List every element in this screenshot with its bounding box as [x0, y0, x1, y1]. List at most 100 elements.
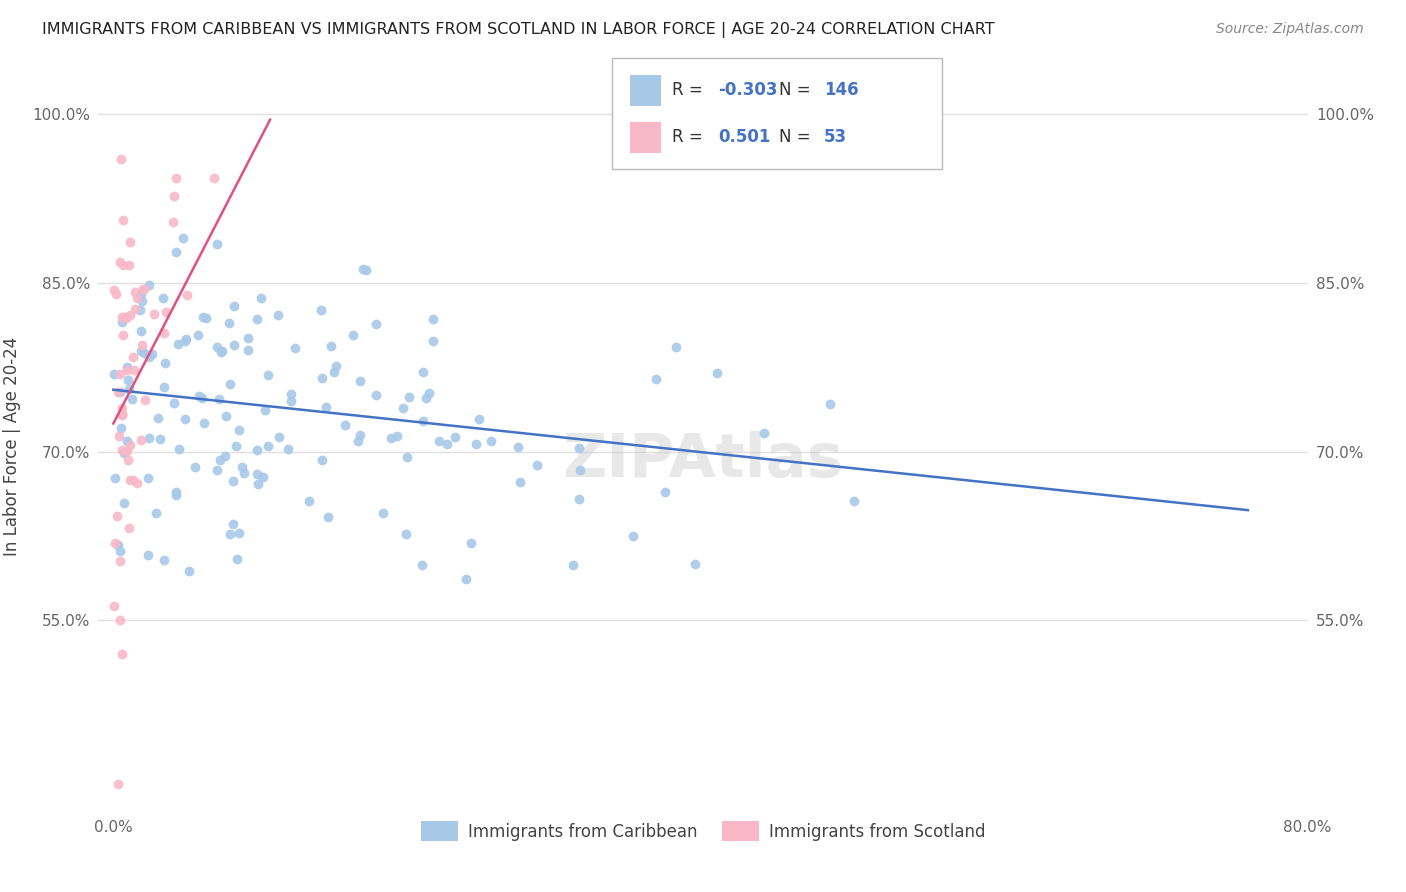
- Point: [219, 377, 242, 392]
- Point: [165, 170, 187, 185]
- Point: [246, 312, 269, 326]
- Point: [118, 258, 141, 272]
- Point: [124, 285, 146, 300]
- Point: [111, 407, 134, 421]
- Point: [391, 401, 413, 415]
- Point: [820, 397, 842, 411]
- Point: [468, 411, 491, 425]
- Point: [415, 391, 437, 405]
- Point: [460, 536, 482, 550]
- Text: -0.303: -0.303: [718, 81, 778, 99]
- Point: [184, 459, 207, 474]
- Point: [132, 282, 155, 296]
- Point: [103, 367, 125, 381]
- Point: [238, 343, 260, 358]
- Point: [309, 303, 332, 318]
- Point: [284, 342, 307, 356]
- Point: [352, 261, 374, 276]
- Point: [111, 258, 134, 272]
- Text: N =: N =: [779, 81, 815, 99]
- Point: [267, 308, 290, 322]
- Point: [236, 331, 259, 345]
- Point: [104, 536, 127, 550]
- Point: [195, 311, 218, 326]
- Point: [117, 373, 139, 387]
- Point: [246, 467, 269, 481]
- Point: [118, 473, 141, 487]
- Point: [104, 287, 127, 301]
- Point: [143, 307, 166, 321]
- Point: [108, 543, 131, 558]
- Point: [103, 283, 125, 297]
- Point: [117, 444, 139, 458]
- Point: [226, 552, 249, 566]
- Point: [166, 336, 188, 351]
- Point: [214, 450, 236, 464]
- Point: [706, 366, 728, 380]
- Point: [114, 310, 136, 325]
- Point: [131, 338, 153, 352]
- Point: [436, 436, 458, 450]
- Text: ZIPAtlas: ZIPAtlas: [562, 431, 844, 490]
- Point: [387, 429, 409, 443]
- Point: [315, 400, 337, 414]
- Point: [354, 262, 377, 277]
- Point: [112, 446, 135, 460]
- Point: [645, 372, 668, 386]
- Point: [118, 235, 141, 249]
- Point: [111, 443, 134, 458]
- Point: [752, 426, 775, 441]
- Point: [155, 304, 177, 318]
- Text: IMMIGRANTS FROM CARIBBEAN VS IMMIGRANTS FROM SCOTLAND IN LABOR FORCE | AGE 20-24: IMMIGRANTS FROM CARIBBEAN VS IMMIGRANTS …: [42, 22, 995, 38]
- Point: [347, 434, 370, 448]
- Point: [842, 494, 865, 508]
- Point: [444, 430, 467, 444]
- Point: [228, 525, 250, 540]
- Text: 146: 146: [824, 81, 859, 99]
- Point: [280, 394, 302, 409]
- Point: [120, 438, 142, 452]
- Point: [202, 171, 225, 186]
- Point: [568, 492, 591, 507]
- Point: [333, 418, 356, 433]
- Point: [509, 475, 531, 490]
- Y-axis label: In Labor Force | Age 20-24: In Labor Force | Age 20-24: [3, 336, 21, 556]
- Point: [422, 334, 444, 349]
- Text: Source: ZipAtlas.com: Source: ZipAtlas.com: [1216, 22, 1364, 37]
- Point: [422, 311, 444, 326]
- Point: [526, 458, 548, 473]
- Point: [121, 350, 143, 364]
- Point: [179, 564, 201, 578]
- Point: [165, 488, 187, 502]
- Point: [253, 403, 276, 417]
- Point: [394, 527, 416, 541]
- Point: [250, 291, 273, 305]
- Point: [129, 303, 152, 318]
- Point: [105, 509, 128, 524]
- Point: [456, 572, 478, 586]
- Point: [215, 409, 238, 423]
- Point: [222, 300, 245, 314]
- Point: [131, 433, 153, 447]
- Point: [321, 339, 343, 353]
- Point: [221, 474, 243, 488]
- Point: [127, 476, 149, 491]
- Point: [396, 450, 419, 464]
- Point: [418, 385, 440, 400]
- Text: N =: N =: [779, 128, 815, 146]
- Point: [222, 338, 245, 352]
- Point: [325, 359, 347, 373]
- Point: [131, 294, 153, 309]
- Point: [208, 392, 231, 406]
- Point: [297, 493, 319, 508]
- Point: [107, 538, 129, 552]
- Point: [146, 410, 169, 425]
- Point: [257, 439, 280, 453]
- Point: [169, 442, 191, 456]
- Point: [118, 308, 141, 322]
- Point: [280, 386, 302, 401]
- Point: [104, 471, 127, 485]
- Point: [311, 453, 333, 467]
- Point: [129, 343, 152, 358]
- Point: [111, 327, 134, 342]
